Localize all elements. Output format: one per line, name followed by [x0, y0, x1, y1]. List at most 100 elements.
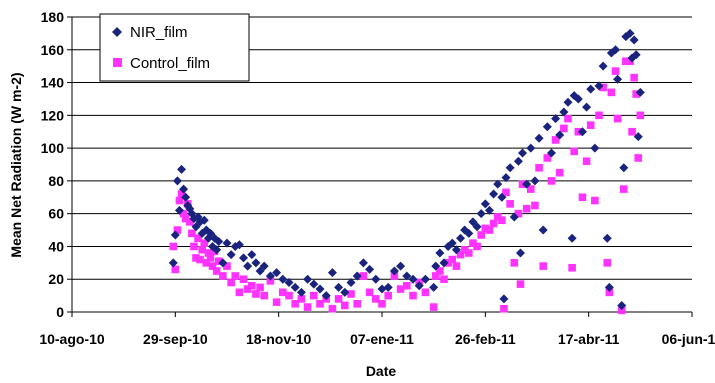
nir-point	[389, 266, 399, 276]
nir-point	[631, 50, 641, 60]
nir-point	[371, 274, 381, 284]
y-tick-label: 100	[41, 140, 65, 156]
x-tick-label: 17-abr-11	[558, 331, 620, 347]
nir-point	[590, 143, 600, 153]
nir-point	[480, 199, 490, 209]
control-point	[194, 234, 202, 243]
nir-point	[526, 143, 536, 153]
x-axis-title: Date	[366, 363, 397, 379]
control-point	[564, 114, 572, 123]
nir-point	[420, 274, 430, 284]
control-point	[493, 213, 502, 221]
control-point	[212, 267, 221, 275]
y-tick-label: 40	[48, 238, 64, 254]
control-point	[605, 288, 614, 297]
y-tick-label: 180	[41, 9, 65, 25]
y-tick-label: 140	[41, 75, 65, 91]
nir-point	[265, 271, 275, 281]
nir-point	[464, 228, 474, 238]
legend-item-control: Control_film	[113, 55, 210, 72]
control-point	[310, 291, 318, 300]
control-point	[578, 193, 587, 202]
control-point	[231, 272, 240, 280]
nir-point	[383, 282, 393, 292]
nir-point	[222, 238, 232, 248]
control-point	[223, 262, 231, 270]
nir-point	[456, 233, 466, 243]
nir-point	[577, 127, 587, 137]
nir-point	[493, 179, 503, 189]
nir-point	[472, 222, 482, 232]
nir-point	[414, 281, 424, 291]
nir-point	[191, 222, 201, 232]
nir-point	[272, 268, 282, 278]
control-point	[285, 291, 293, 300]
nir-point	[172, 176, 182, 186]
control-point	[535, 163, 543, 172]
nir-point	[181, 192, 191, 202]
series-NIR_film	[168, 28, 645, 310]
nir-point	[340, 287, 350, 297]
control-point	[431, 272, 440, 280]
nir-point	[468, 217, 478, 227]
control-point	[599, 83, 607, 92]
control-point	[188, 229, 196, 238]
nir-point	[212, 245, 222, 255]
control-point	[473, 242, 481, 251]
control-point	[613, 114, 622, 123]
nir-point	[346, 278, 356, 287]
control-point	[634, 154, 643, 162]
nir-point	[546, 148, 556, 158]
nir-point	[499, 294, 509, 304]
nir-point	[408, 274, 418, 284]
nir-point	[602, 233, 612, 243]
nir-point	[559, 107, 569, 117]
control-point	[626, 57, 634, 66]
control-point	[539, 262, 547, 270]
control-point	[632, 90, 640, 98]
control-point	[181, 214, 190, 223]
nir-point	[396, 261, 406, 271]
control-point	[516, 280, 525, 288]
control-point	[531, 201, 539, 210]
control-point	[204, 249, 213, 257]
nir-point	[451, 245, 461, 255]
control-point	[341, 301, 349, 310]
nir-point	[247, 250, 257, 260]
control-point	[198, 245, 206, 254]
control-point	[582, 157, 591, 166]
nir-point	[179, 184, 189, 194]
control-point	[190, 242, 198, 251]
control-point	[384, 291, 392, 300]
nir-point	[551, 114, 561, 124]
control-point	[603, 259, 612, 267]
nir-point	[563, 97, 573, 107]
nir-point	[635, 87, 645, 97]
control-point	[547, 177, 556, 185]
control-point	[186, 218, 194, 226]
nir-point	[518, 148, 528, 158]
nir-point	[633, 132, 643, 142]
control-point	[365, 288, 374, 297]
nir-point	[205, 228, 215, 238]
nir-point	[522, 179, 532, 189]
nir-point	[327, 268, 337, 278]
control-point	[334, 295, 343, 303]
control-point	[173, 226, 182, 234]
control-point	[260, 291, 268, 300]
control-point	[208, 262, 217, 270]
control-point	[227, 278, 235, 287]
control-point	[481, 224, 490, 233]
control-point	[291, 300, 299, 308]
nir-point	[214, 237, 224, 247]
control-point	[169, 242, 178, 251]
control-point	[347, 290, 355, 298]
control-point	[316, 300, 324, 308]
control-point	[243, 285, 252, 293]
nir-point	[447, 238, 457, 248]
control-point	[328, 304, 337, 313]
control-point	[586, 121, 595, 129]
control-point	[502, 188, 510, 197]
nir-point	[505, 163, 515, 173]
control-point	[409, 291, 417, 300]
